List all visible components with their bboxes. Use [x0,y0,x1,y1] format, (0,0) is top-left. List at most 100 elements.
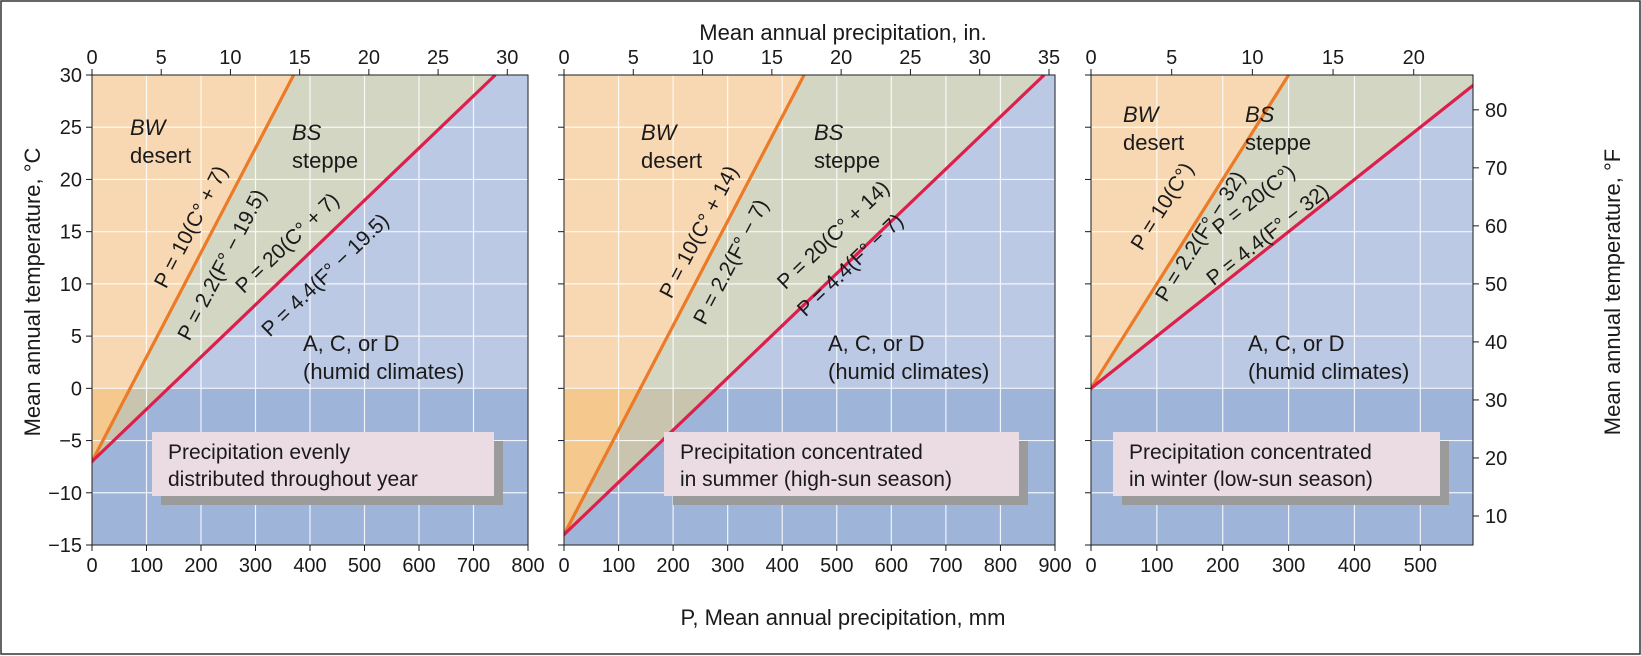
humid-sublabel: (humid climates) [303,359,464,384]
y-tick-label: −15 [48,535,82,557]
x-tick-label: 100 [130,555,163,577]
humid-sublabel: (humid climates) [1248,359,1409,384]
y-tick-label: 5 [71,326,82,348]
x-tick-label: 200 [1206,555,1239,577]
y-tick-label: 15 [60,222,82,244]
desert-label: BW [641,120,679,145]
top-tick-label: 30 [496,47,518,69]
axis-ticks [1085,69,1479,551]
x-tick-label: 800 [511,555,544,577]
top-tick-label: 5 [1166,47,1177,69]
y-tick-label: −5 [59,431,82,453]
desert-sublabel: desert [641,148,702,173]
x-tick-label: 700 [457,555,490,577]
x-tick-label: 0 [86,555,97,577]
right-tick-label: 10 [1485,506,1507,528]
steppe-boundary-line [564,75,1046,537]
left-axis-title: Mean annual temperature, °C [20,147,45,436]
x-tick-label: 600 [402,555,435,577]
top-tick-label: 10 [1241,47,1263,69]
caption-box [152,432,494,496]
steppe-sublabel: steppe [814,148,880,173]
caption-box [664,432,1019,496]
panel-border [91,74,529,546]
y-tick-label: 30 [60,65,82,87]
humid-label: A, C, or D [1248,331,1345,356]
top-tick-label: 0 [1085,47,1096,69]
caption-line-1: Precipitation evenly [168,441,351,464]
top-tick-label: 5 [628,47,639,69]
y-tick-label: 20 [60,169,82,191]
x-tick-label: 100 [602,555,635,577]
y-tick-label: 25 [60,117,82,139]
x-tick-label: 200 [184,555,217,577]
top-tick-label: 0 [558,47,569,69]
desert-boundary-line [1091,75,1290,392]
panel-border [1090,74,1474,546]
top-tick-label: 5 [156,47,167,69]
x-tick-label: 400 [1338,555,1371,577]
steppe-boundary-line [92,75,497,464]
y-tick-label: 0 [71,378,82,400]
axis-ticks [86,69,529,551]
steppe-label: BS [292,120,322,145]
right-tick-label: 40 [1485,332,1507,354]
chart-panel-3: 0 100 200 300 400 500 0 5 10 15 20 10 20 30 40 50 60 70 80… [1085,47,1507,577]
x-tick-label: 400 [766,555,799,577]
desert-sublabel: desert [1123,130,1184,155]
top-tick-label: 10 [691,47,713,69]
right-tick-label: 20 [1485,448,1507,470]
y-tick-label: 10 [60,274,82,296]
axis-ticks [558,69,1056,551]
x-tick-label: 300 [239,555,272,577]
desert-label: BW [1123,102,1161,127]
x-tick-label: 500 [820,555,853,577]
desert-boundary-line [564,75,806,539]
panel-border [563,74,1056,546]
y-tick-label: −10 [48,483,82,505]
top-tick-label: 15 [761,47,783,69]
right-tick-label: 30 [1485,390,1507,412]
top-axis-title: Mean annual precipitation, in. [699,20,986,45]
caption-line-1: Precipitation concentrated [680,441,923,464]
right-tick-label: 50 [1485,274,1507,296]
desert-boundary-line [92,75,296,465]
right-tick-label: 60 [1485,216,1507,238]
top-tick-label: 0 [86,47,97,69]
caption-line-2: distributed throughout year [168,468,418,491]
top-tick-label: 15 [289,47,311,69]
x-tick-label: 0 [558,555,569,577]
x-tick-label: 0 [1085,555,1096,577]
x-tick-label: 400 [293,555,326,577]
top-tick-label: 20 [830,47,852,69]
top-tick-label: 20 [1403,47,1425,69]
right-axis-title: Mean annual temperature, °F [1600,149,1625,435]
steppe-label: BS [814,120,844,145]
right-tick-label: 80 [1485,100,1507,122]
right-tick-label: 70 [1485,158,1507,180]
humid-sublabel: (humid climates) [828,359,989,384]
humid-label: A, C, or D [828,331,925,356]
humid-label: A, C, or D [303,331,400,356]
desert-label: BW [130,115,168,140]
caption-line-2: in winter (low-sun season) [1129,468,1373,491]
x-tick-label: 600 [875,555,908,577]
steppe-boundary-line [1091,83,1473,391]
x-tick-label: 700 [929,555,962,577]
top-tick-label: 35 [1038,47,1060,69]
caption-box [1113,432,1440,496]
x-tick-label: 100 [1140,555,1173,577]
x-tick-label: 300 [711,555,744,577]
x-tick-label: 300 [1272,555,1305,577]
top-tick-label: 25 [427,47,449,69]
x-tick-label: 200 [656,555,689,577]
steppe-sublabel: steppe [1245,130,1311,155]
bottom-axis-title: P, Mean annual precipitation, mm [681,605,1006,630]
caption-line-2: in summer (high-sun season) [680,468,952,491]
steppe-sublabel: steppe [292,148,358,173]
top-tick-label: 20 [358,47,380,69]
x-tick-label: 500 [348,555,381,577]
x-tick-label: 800 [984,555,1017,577]
